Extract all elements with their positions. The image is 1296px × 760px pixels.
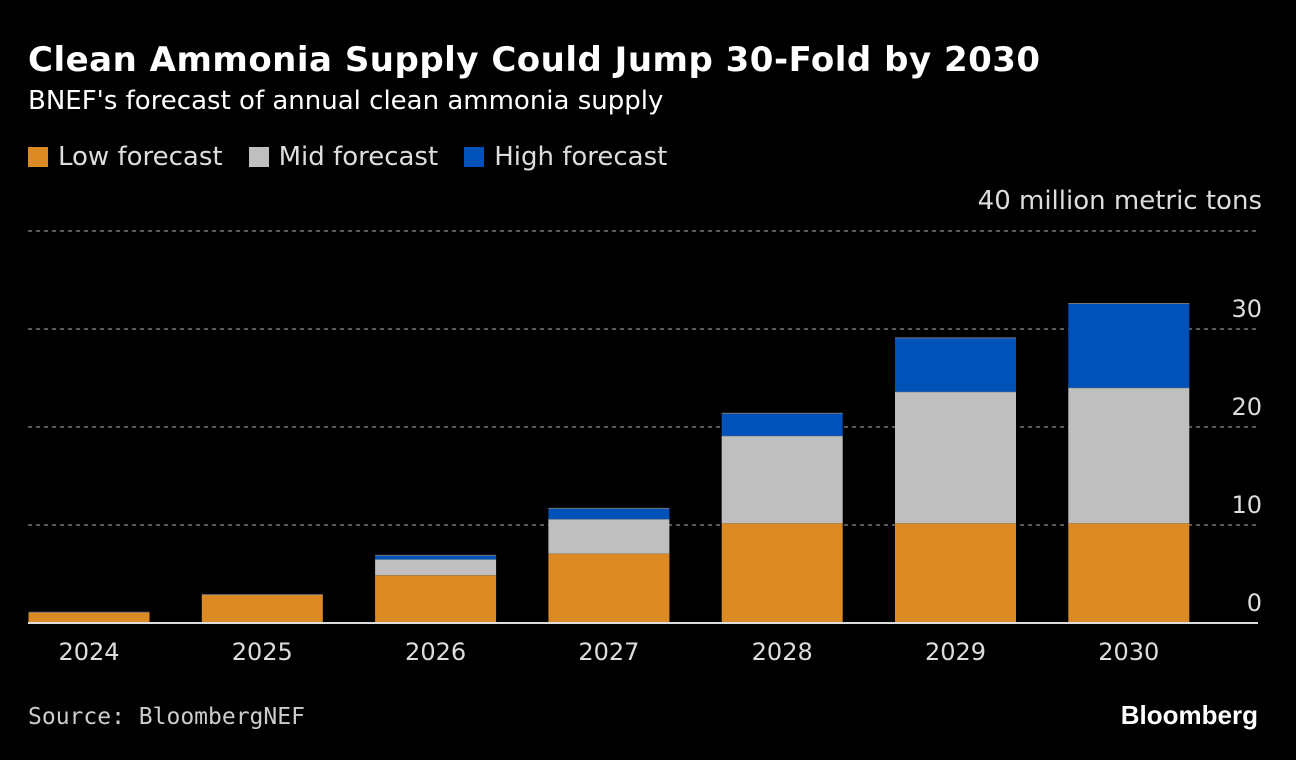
bar-low-2025 [201, 594, 323, 623]
y-tick-label: 10 [1231, 491, 1262, 519]
legend-swatch-high [464, 147, 485, 167]
bar-high-2029 [895, 337, 1016, 392]
legend-swatch-mid [248, 147, 269, 167]
legend-swatch-low [28, 147, 48, 167]
y-axis-unit-label: 40 million metric tons [977, 186, 1262, 216]
bar-mid-2027 [548, 519, 670, 554]
bloomberg-logo: Bloomberg [1120, 700, 1258, 730]
legend: Low forecast Mid forecast High forecast [28, 142, 667, 172]
legend-label-low: Low forecast [58, 142, 223, 172]
source-note: Source: BloombergNEF [28, 704, 305, 730]
bar-high-2026 [375, 555, 497, 560]
bar-low-2029 [895, 523, 1016, 623]
x-tick-label: 2028 [752, 638, 813, 666]
chart-subtitle: BNEF's forecast of annual clean ammonia … [28, 86, 664, 116]
bar-low-2024 [28, 612, 150, 623]
legend-item-low: Low forecast [28, 142, 223, 172]
x-tick-label: 2024 [58, 638, 119, 666]
bar-high-2027 [548, 508, 670, 520]
bar-high-2030 [1068, 303, 1190, 388]
legend-label-mid: Mid forecast [278, 142, 439, 172]
legend-item-high: High forecast [464, 142, 667, 172]
chart-title: Clean Ammonia Supply Could Jump 30-Fold … [28, 40, 1041, 80]
y-tick-label: 20 [1231, 393, 1262, 421]
x-tick-label: 2025 [232, 638, 293, 666]
bar-mid-2030 [1068, 387, 1190, 524]
bar-mid-2026 [375, 559, 497, 575]
legend-label-high: High forecast [494, 142, 668, 172]
bar-low-2030 [1068, 523, 1190, 623]
bar-low-2027 [548, 553, 670, 623]
x-tick-label: 2029 [925, 638, 986, 666]
x-tick-label: 2027 [578, 638, 639, 666]
bar-low-2026 [375, 574, 497, 623]
bar-high-2028 [721, 413, 843, 436]
y-tick-label: 30 [1231, 295, 1262, 323]
legend-item-mid: Mid forecast [248, 142, 439, 172]
x-tick-label: 2026 [405, 638, 466, 666]
y-tick-label: 0 [1247, 589, 1262, 617]
x-tick-label: 2030 [1098, 638, 1159, 666]
bar-mid-2028 [721, 435, 843, 524]
bar-low-2028 [721, 523, 843, 623]
bar-mid-2029 [895, 391, 1016, 524]
